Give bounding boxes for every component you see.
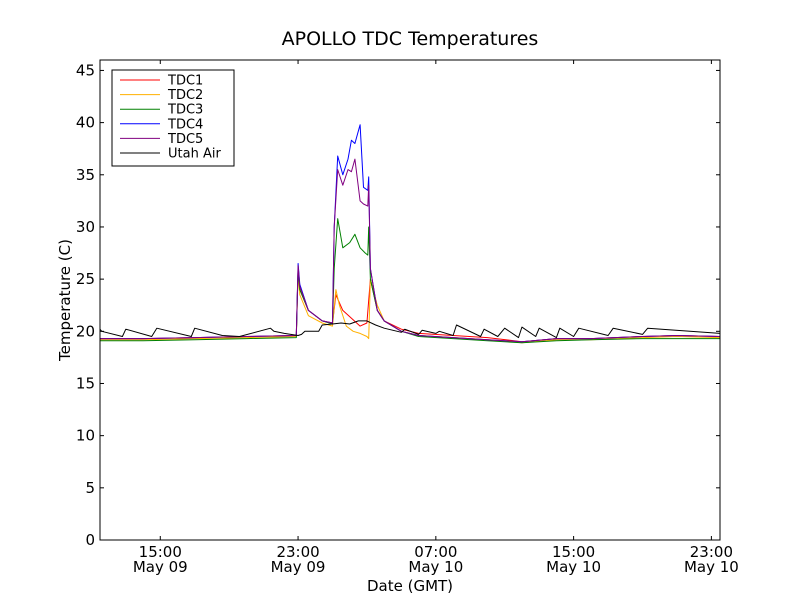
- x-tick-label-time: 15:00: [552, 543, 595, 561]
- legend-label: TDC4: [167, 117, 203, 132]
- x-tick-label-time: 23:00: [690, 543, 733, 561]
- y-tick-label: 40: [76, 114, 95, 132]
- x-tick-label-date: May 10: [546, 558, 601, 576]
- y-tick-label: 15: [76, 374, 95, 392]
- legend-label: TDC2: [167, 88, 203, 103]
- legend-label: TDC5: [167, 132, 203, 147]
- x-tick-label-time: 15:00: [139, 543, 182, 561]
- y-tick-label: 30: [76, 218, 95, 236]
- x-tick-label-date: May 09: [271, 558, 326, 576]
- y-axis-label: Temperature (C): [56, 239, 74, 362]
- x-tick-label-date: May 09: [133, 558, 188, 576]
- x-axis-label: Date (GMT): [367, 577, 453, 595]
- y-tick-label: 10: [76, 427, 95, 445]
- series-group: [100, 124, 720, 344]
- chart-title: APOLLO TDC Temperatures: [282, 28, 539, 50]
- legend-box: [111, 69, 235, 167]
- x-tick-label-time: 07:00: [414, 543, 457, 561]
- legend-label: TDC1: [167, 74, 203, 89]
- series-line-tdc5: [100, 158, 720, 343]
- x-tick-label-date: May 10: [408, 558, 463, 576]
- x-tick-label-time: 23:00: [276, 543, 319, 561]
- y-tick-label: 25: [76, 270, 95, 288]
- y-tick-label: 35: [76, 166, 95, 184]
- plot-frame: [99, 59, 721, 541]
- axis-ticks: [100, 60, 720, 541]
- legend-label: TDC3: [167, 103, 203, 118]
- y-tick-label: 45: [76, 61, 95, 79]
- y-tick-label: 20: [76, 322, 95, 340]
- y-tick-label: 5: [85, 479, 95, 497]
- series-line-utah-air: [100, 320, 720, 339]
- y-tick-label: 0: [85, 531, 95, 549]
- x-tick-label-date: May 10: [684, 558, 739, 576]
- legend-label: Utah Air: [168, 147, 221, 162]
